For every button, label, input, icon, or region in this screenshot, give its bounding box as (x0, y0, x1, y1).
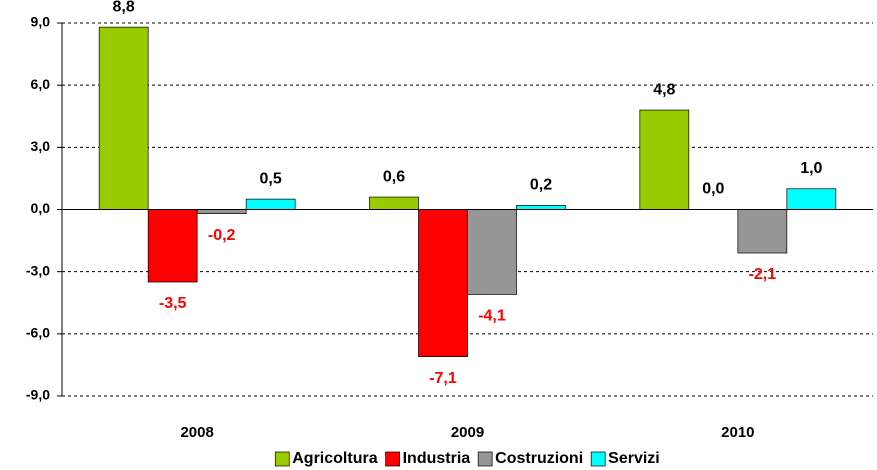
legend-swatch (274, 451, 290, 467)
x-tick-label: 2008 (180, 424, 213, 441)
x-tick-label: 2009 (451, 424, 484, 441)
value-label: -3,5 (159, 295, 187, 312)
value-label: -7,1 (429, 370, 457, 387)
legend-swatch (385, 451, 400, 467)
value-label: -0,2 (208, 227, 236, 244)
bar (639, 109, 690, 210)
bar (418, 209, 468, 357)
legend-swatch (590, 451, 606, 467)
y-tick-label: -3,0 (26, 262, 50, 278)
bar (98, 26, 149, 210)
value-label: -4,1 (478, 308, 506, 325)
bar (196, 209, 247, 214)
value-label: -2,1 (749, 266, 777, 283)
bar (467, 209, 517, 295)
bar (369, 196, 419, 210)
y-tick-label: 3,0 (31, 138, 51, 154)
legend-label: Costruzioni (495, 450, 583, 467)
value-label: 4,8 (653, 81, 675, 98)
bar (147, 209, 198, 283)
value-label: 0,0 (702, 181, 724, 198)
value-label: 1,0 (800, 160, 822, 177)
bar (737, 209, 788, 254)
y-tick-label: 0,0 (31, 200, 51, 216)
legend-swatch (477, 451, 493, 467)
bar (516, 205, 566, 210)
legend-label: Servizi (608, 450, 660, 467)
value-label: 0,5 (260, 170, 282, 187)
bar (245, 198, 296, 210)
value-label: 0,6 (383, 168, 405, 185)
bar (786, 188, 837, 210)
y-tick-label: 9,0 (31, 14, 51, 30)
y-tick-label: -6,0 (26, 325, 50, 341)
y-tick-label: -9,0 (26, 387, 50, 403)
legend-label: Agricoltura (292, 450, 377, 467)
value-label: 8,8 (113, 0, 135, 15)
value-label: 0,2 (530, 177, 552, 194)
x-tick-label: 2010 (721, 424, 754, 441)
y-tick-label: 6,0 (31, 76, 51, 92)
legend-label: Industria (403, 450, 471, 467)
